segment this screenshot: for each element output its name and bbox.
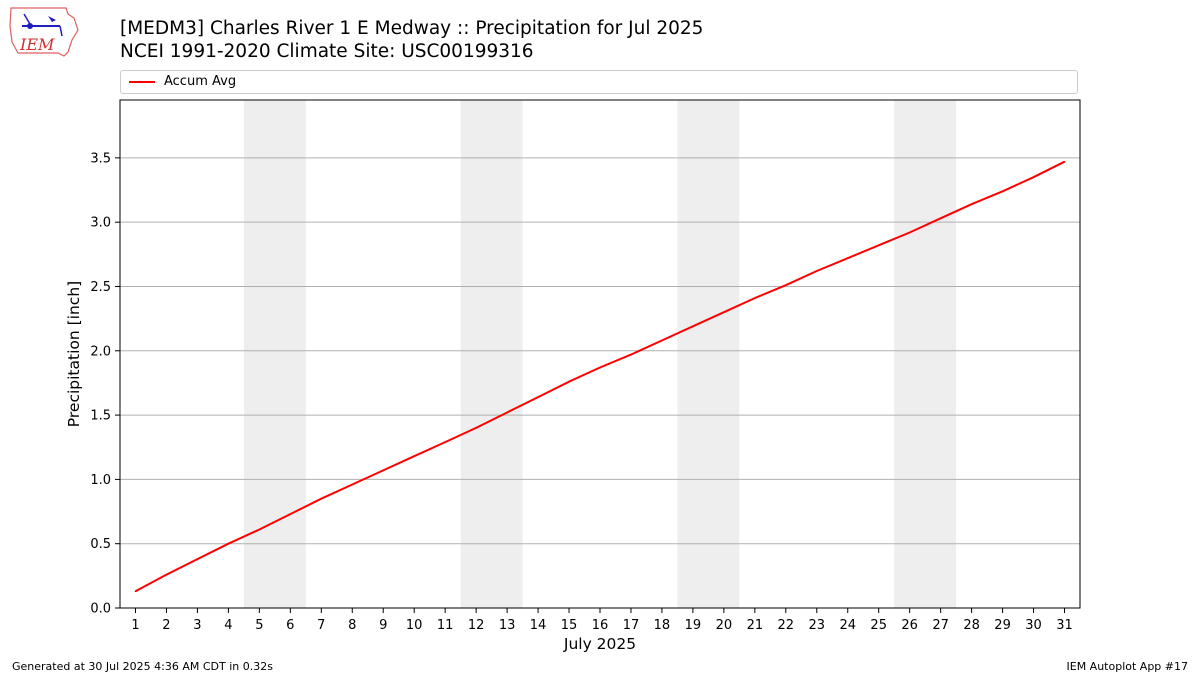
title-line-2: NCEI 1991-2020 Climate Site: USC00199316 (120, 41, 534, 62)
data-point (475, 427, 477, 429)
x-tick-label: 5 (255, 618, 263, 633)
data-point (320, 497, 323, 500)
x-tick-label: 3 (193, 618, 201, 633)
x-tick-label: 7 (317, 618, 325, 633)
data-point (815, 270, 818, 272)
x-tick-label: 17 (623, 618, 640, 633)
data-point (754, 297, 756, 299)
x-tick-label: 25 (870, 618, 887, 633)
x-tick-label: 15 (561, 618, 578, 633)
x-tick-label: 21 (747, 618, 764, 633)
x-axis-label: July 2025 (563, 635, 636, 653)
weekend-band (677, 100, 740, 608)
title-line-1: [MEDM3] Charles River 1 E Medway :: Prec… (120, 18, 704, 39)
x-tick-label: 22 (778, 618, 795, 633)
data-point (970, 203, 973, 205)
data-point (785, 284, 787, 286)
x-tick-label: 18 (654, 618, 671, 633)
x-tick-label: 9 (379, 618, 387, 633)
footer-generated: Generated at 30 Jul 2025 4:36 AM CDT in … (12, 660, 273, 673)
data-point (1032, 176, 1035, 178)
x-tick-label: 29 (994, 618, 1011, 633)
y-tick-label: 1.5 (90, 409, 111, 424)
data-point (723, 311, 725, 314)
weekend-band (894, 100, 957, 608)
data-point (196, 558, 199, 560)
x-tick-label: 23 (809, 618, 826, 633)
plot-frame (119, 99, 1081, 609)
data-point (506, 411, 508, 414)
y-tick-label: 2.5 (90, 280, 111, 295)
weekend-band (243, 100, 306, 608)
x-tick-label: 10 (406, 618, 423, 633)
x-tick-label: 11 (437, 618, 454, 633)
y-tick-label: 2.0 (90, 344, 111, 359)
x-tick-label: 24 (839, 618, 856, 633)
x-tick-label: 27 (932, 618, 949, 633)
data-point (877, 244, 880, 247)
x-tick-label: 16 (592, 618, 609, 633)
data-point (1001, 190, 1004, 193)
data-point (382, 469, 385, 472)
svg-text:IEM: IEM (19, 35, 55, 54)
x-tick-label: 4 (224, 618, 232, 633)
x-tick-label: 13 (499, 618, 516, 633)
footer-app: IEM Autoplot App #17 (1066, 660, 1189, 673)
legend-label: Accum Avg (164, 74, 237, 89)
x-tick-label: 8 (348, 618, 356, 633)
y-tick-label: 1.0 (90, 473, 111, 488)
x-tick-label: 31 (1056, 618, 1073, 633)
legend: Accum Avg (120, 70, 1078, 94)
data-point (258, 528, 261, 531)
data-point (444, 441, 446, 443)
data-point (227, 542, 230, 545)
data-point (134, 590, 137, 593)
data-point (165, 573, 168, 576)
data-point (289, 513, 292, 515)
x-tick-label: 1 (131, 618, 139, 633)
data-point (661, 339, 663, 342)
x-tick-label: 2 (162, 618, 170, 633)
x-tick-label: 26 (901, 618, 918, 633)
y-tick-label: 3.0 (90, 216, 111, 231)
y-axis-label: Precipitation [inch] (65, 281, 83, 427)
x-tick-label: 19 (685, 618, 702, 633)
x-tick-label: 12 (468, 618, 485, 633)
data-point (568, 380, 570, 383)
data-point (630, 353, 632, 356)
data-point (351, 483, 354, 486)
x-tick-label: 28 (963, 618, 980, 633)
x-tick-label: 6 (286, 618, 294, 633)
y-tick-label: 0.5 (90, 537, 111, 552)
x-tick-label: 14 (530, 618, 547, 633)
data-point (537, 396, 539, 398)
y-tick-label: 3.5 (90, 151, 111, 166)
iem-logo-icon: IEM (9, 7, 79, 57)
data-point (599, 366, 601, 369)
legend-swatch (129, 81, 155, 83)
chart-title: [MEDM3] Charles River 1 E Medway :: Prec… (120, 17, 703, 63)
data-point (846, 257, 849, 259)
data-point (908, 231, 911, 234)
weekend-band (460, 100, 523, 608)
y-tick-label: 0.0 (90, 602, 111, 617)
x-tick-label: 20 (716, 618, 733, 633)
data-point (413, 455, 415, 458)
data-point (692, 325, 694, 328)
data-point (939, 217, 942, 220)
data-point (1063, 160, 1066, 163)
x-tick-label: 30 (1025, 618, 1042, 633)
